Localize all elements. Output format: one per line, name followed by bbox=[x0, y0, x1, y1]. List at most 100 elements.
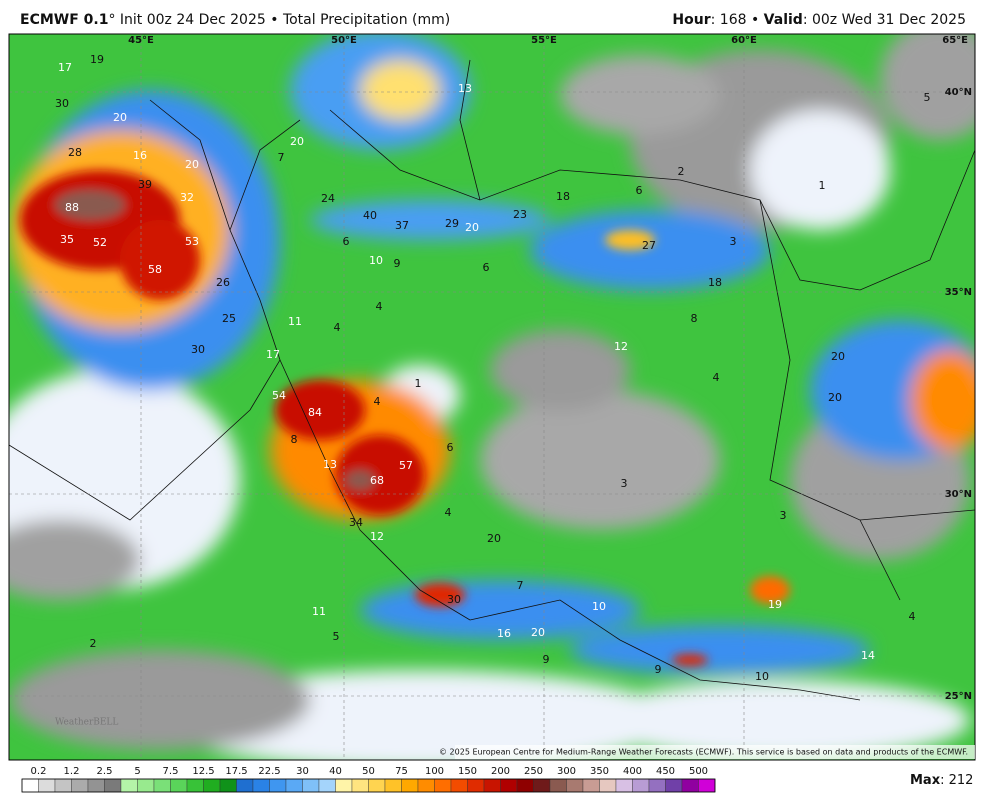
legend-swatch bbox=[401, 778, 419, 793]
precip-value: 2 bbox=[678, 165, 685, 178]
precip-value: 17 bbox=[58, 61, 72, 74]
precip-value: 8 bbox=[691, 312, 698, 325]
legend-swatch bbox=[417, 778, 435, 793]
legend-label: 200 bbox=[491, 766, 510, 777]
lat-label: 30°N bbox=[945, 489, 972, 500]
precip-value: 19 bbox=[90, 53, 104, 66]
precip-value: 57 bbox=[399, 459, 413, 472]
precip-value: 4 bbox=[334, 321, 341, 334]
lat-label: 40°N bbox=[945, 87, 972, 98]
lon-label: 60°E bbox=[731, 35, 757, 46]
map-frame bbox=[8, 33, 976, 761]
precip-value: 23 bbox=[513, 208, 527, 221]
precip-value: 18 bbox=[708, 276, 722, 289]
precip-value: 68 bbox=[370, 474, 384, 487]
borders bbox=[9, 59, 975, 701]
precip-value: 3 bbox=[780, 509, 787, 522]
precip-value: 11 bbox=[288, 315, 302, 328]
legend-swatch bbox=[384, 778, 402, 793]
legend-label: 30 bbox=[296, 766, 309, 777]
valid-text: : 00z Wed 31 Dec 2025 bbox=[802, 12, 966, 28]
precip-value: 1 bbox=[819, 179, 826, 192]
max-key: Max bbox=[910, 773, 941, 788]
precip-value: 10 bbox=[755, 670, 769, 683]
precip-value: 84 bbox=[308, 406, 322, 419]
legend-swatch bbox=[104, 778, 122, 793]
legend-swatch bbox=[285, 778, 303, 793]
legend-swatch bbox=[648, 778, 666, 793]
precip-value: 20 bbox=[465, 221, 479, 234]
precip-value: 37 bbox=[395, 219, 409, 232]
precip-value: 39 bbox=[138, 178, 152, 191]
precip-value: 30 bbox=[191, 343, 205, 356]
legend-swatch bbox=[566, 778, 584, 793]
precip-value: 18 bbox=[556, 190, 570, 203]
legend-swatch bbox=[516, 778, 534, 793]
precip-value: 6 bbox=[483, 261, 490, 274]
precip-value: 25 bbox=[222, 312, 236, 325]
legend-swatch bbox=[71, 778, 89, 793]
precip-value: 1 bbox=[415, 377, 422, 390]
precip-value: 16 bbox=[133, 149, 147, 162]
legend-swatch bbox=[137, 778, 155, 793]
precip-value: 11 bbox=[312, 605, 326, 618]
precip-value: 8 bbox=[291, 433, 298, 446]
precip-value: 24 bbox=[321, 192, 335, 205]
precip-value: 30 bbox=[55, 97, 69, 110]
legend-label: 1.2 bbox=[64, 766, 80, 777]
precip-value: 3 bbox=[730, 235, 737, 248]
hour-label: Hour bbox=[672, 12, 711, 28]
precip-value: 6 bbox=[343, 235, 350, 248]
legend-swatch bbox=[483, 778, 501, 793]
legend-swatch bbox=[681, 778, 699, 793]
precip-value: 88 bbox=[65, 201, 79, 214]
precip-value: 9 bbox=[394, 257, 401, 270]
legend: 0.2 1.2 2.5 5 7.5 12.5 17.5 22.5 30 40 50 75 100 150 2… bbox=[21, 766, 716, 793]
legend-label: 40 bbox=[329, 766, 342, 777]
legend-swatch bbox=[186, 778, 204, 793]
legend-swatch bbox=[269, 778, 287, 793]
legend-swatch bbox=[467, 778, 485, 793]
legend-label: 50 bbox=[362, 766, 375, 777]
precip-value: 52 bbox=[93, 236, 107, 249]
legend-swatch bbox=[335, 778, 353, 793]
precip-value: 35 bbox=[60, 233, 74, 246]
precip-value: 27 bbox=[642, 239, 656, 252]
precip-value: 6 bbox=[447, 441, 454, 454]
precip-value: 4 bbox=[374, 395, 381, 408]
precip-value: 9 bbox=[655, 663, 662, 676]
lon-label: 50°E bbox=[331, 35, 357, 46]
legend-swatch bbox=[236, 778, 254, 793]
legend-label: 5 bbox=[134, 766, 140, 777]
precip-value: 20 bbox=[487, 532, 501, 545]
precip-value: 20 bbox=[185, 158, 199, 171]
graticule bbox=[9, 34, 975, 760]
legend-swatch bbox=[302, 778, 320, 793]
precip-value: 17 bbox=[266, 348, 280, 361]
legend-swatch bbox=[21, 778, 39, 793]
legend-label: 150 bbox=[458, 766, 477, 777]
legend-swatch bbox=[153, 778, 171, 793]
legend-label: 2.5 bbox=[97, 766, 113, 777]
model: ECMWF 0.1 bbox=[20, 12, 109, 28]
precip-value: 12 bbox=[614, 340, 628, 353]
precip-value: 32 bbox=[180, 191, 194, 204]
precip-value: 20 bbox=[531, 626, 545, 639]
precip-value: 26 bbox=[216, 276, 230, 289]
precip-value: 4 bbox=[713, 371, 720, 384]
precip-value: 13 bbox=[323, 458, 337, 471]
precip-value: 20 bbox=[828, 391, 842, 404]
precip-value: 34 bbox=[349, 516, 363, 529]
legend-label: 300 bbox=[557, 766, 576, 777]
lon-label: 45°E bbox=[128, 35, 154, 46]
precip-value: 10 bbox=[369, 254, 383, 267]
legend-swatch bbox=[351, 778, 369, 793]
legend-label: 500 bbox=[689, 766, 708, 777]
precip-value: 20 bbox=[831, 350, 845, 363]
legend-swatch bbox=[549, 778, 567, 793]
precip-value: 20 bbox=[290, 135, 304, 148]
precip-value: 9 bbox=[543, 653, 550, 666]
max-value: : 212 bbox=[940, 773, 973, 788]
precip-value: 14 bbox=[861, 649, 875, 662]
legend-swatch bbox=[500, 778, 518, 793]
